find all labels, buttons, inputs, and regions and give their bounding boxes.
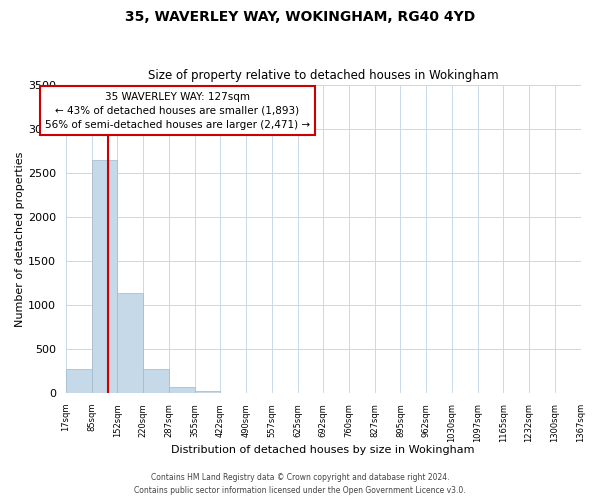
Bar bbox=[194, 390, 220, 393]
Y-axis label: Number of detached properties: Number of detached properties bbox=[15, 151, 25, 326]
Bar bbox=[92, 160, 118, 393]
Text: Contains HM Land Registry data © Crown copyright and database right 2024.
Contai: Contains HM Land Registry data © Crown c… bbox=[134, 474, 466, 495]
Bar bbox=[65, 370, 92, 393]
Title: Size of property relative to detached houses in Wokingham: Size of property relative to detached ho… bbox=[148, 69, 499, 82]
Bar bbox=[169, 386, 194, 393]
X-axis label: Distribution of detached houses by size in Wokingham: Distribution of detached houses by size … bbox=[172, 445, 475, 455]
Bar bbox=[143, 368, 169, 393]
Bar bbox=[117, 292, 143, 393]
Text: 35, WAVERLEY WAY, WOKINGHAM, RG40 4YD: 35, WAVERLEY WAY, WOKINGHAM, RG40 4YD bbox=[125, 10, 475, 24]
Text: 35 WAVERLEY WAY: 127sqm
← 43% of detached houses are smaller (1,893)
56% of semi: 35 WAVERLEY WAY: 127sqm ← 43% of detache… bbox=[45, 92, 310, 130]
